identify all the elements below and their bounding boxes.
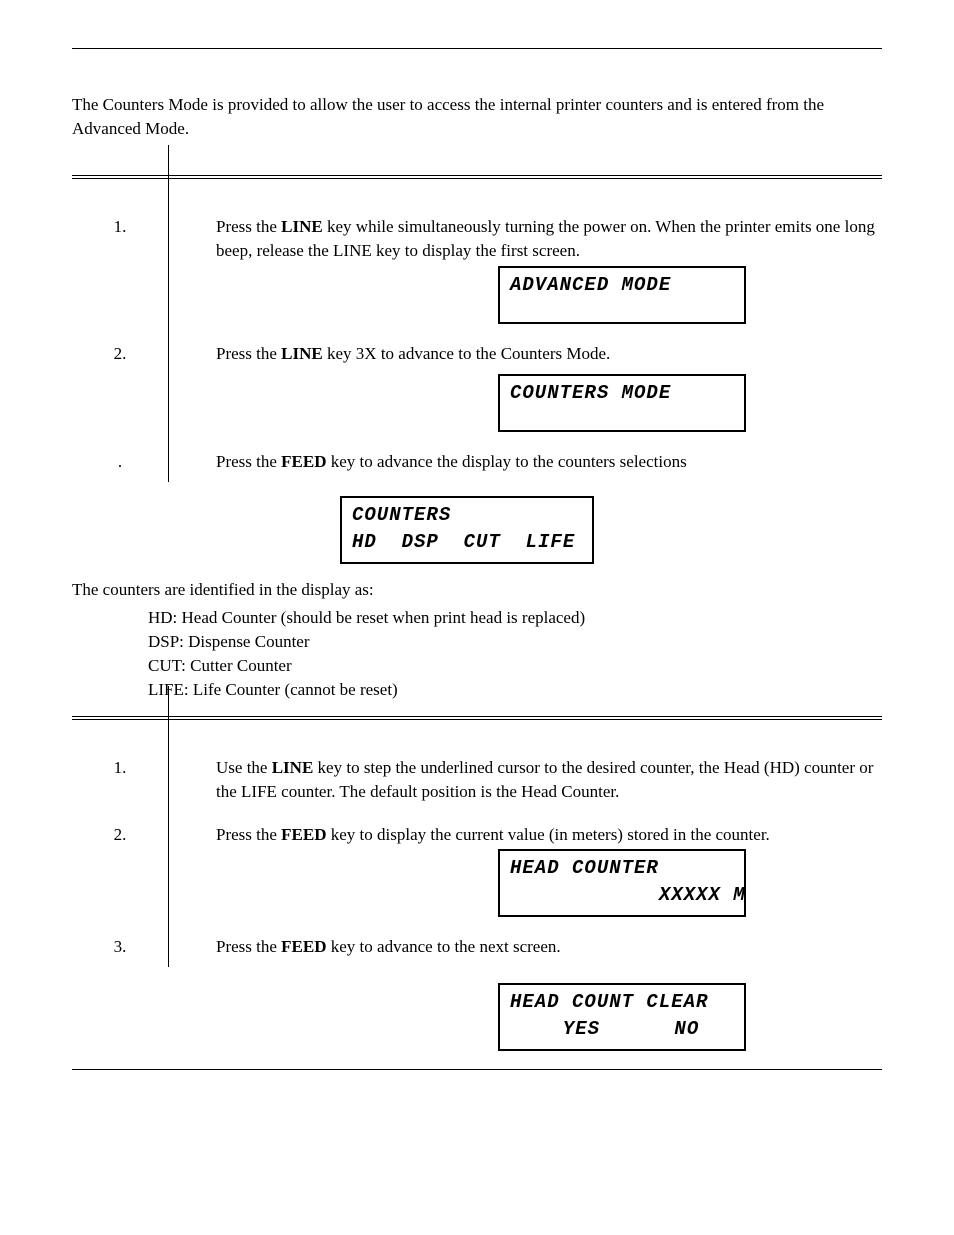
steps-2-rule xyxy=(72,716,882,720)
lcd-head-count-clear-l1: HEAD COUNT CLEAR xyxy=(510,989,734,1016)
step-2-2-num: 2. xyxy=(72,813,168,855)
step-2-1-pre: Use the xyxy=(216,758,272,777)
lcd-counters-l1: COUNTERS xyxy=(352,502,582,529)
step-1-2-pre: Press the xyxy=(216,344,281,363)
steps-1-rule xyxy=(72,175,882,179)
step-2-3-pre: Press the xyxy=(216,937,281,956)
step-2-1-post: key to step the underlined cursor to the… xyxy=(216,758,873,801)
step-1-1-text: Press the LINE key while simultaneously … xyxy=(216,215,882,263)
counter-def-life: LIFE: Life Counter (cannot be reset) xyxy=(148,678,882,702)
step-2-2-pre: Press the xyxy=(216,825,281,844)
counter-def-dsp: DSP: Dispense Counter xyxy=(148,630,882,654)
step-2-3-post: key to advance to the next screen. xyxy=(327,937,561,956)
lcd-head-count-clear-l2: YES NO xyxy=(510,1016,734,1043)
step-2-1-text: Use the LINE key to step the underlined … xyxy=(216,756,882,804)
step-2-3-text: Press the FEED key to advance to the nex… xyxy=(216,935,882,959)
step-2-1-key: LINE xyxy=(272,758,314,777)
step-1-3-key: FEED xyxy=(281,452,326,471)
step-1-3-num: . xyxy=(72,440,168,482)
step-2-2-text: Press the FEED key to display the curren… xyxy=(216,823,882,847)
lcd-counters-mode-l1: COUNTERS MODE xyxy=(510,380,734,407)
step-1-2-num: 2. xyxy=(72,332,168,374)
counters-list: HD: Head Counter (should be reset when p… xyxy=(148,606,882,703)
step-1-3-text: Press the FEED key to advance the displa… xyxy=(216,450,882,474)
step-1-2-key: LINE xyxy=(281,344,323,363)
step-1-3-post: key to advance the display to the counte… xyxy=(327,452,687,471)
step-2-3-num: 3. xyxy=(72,925,168,967)
step-2-2-key: FEED xyxy=(281,825,326,844)
counter-def-cut: CUT: Cutter Counter xyxy=(148,654,882,678)
intro-paragraph: The Counters Mode is provided to allow t… xyxy=(72,93,882,141)
counter-def-hd: HD: Head Counter (should be reset when p… xyxy=(148,606,882,630)
step-2-2-post: key to display the current value (in met… xyxy=(327,825,770,844)
step-2-3-key: FEED xyxy=(281,937,326,956)
step-1-3: . Press the FEED key to advance the disp… xyxy=(72,440,882,482)
page-bottom-rule xyxy=(72,1069,882,1070)
step-1-3-pre: Press the xyxy=(216,452,281,471)
lcd-head-counter-l1: HEAD COUNTER xyxy=(510,855,734,882)
steps-block-2: 1. Use the LINE key to step the underlin… xyxy=(72,716,882,966)
page-top-rule xyxy=(72,48,882,49)
lcd-counters: COUNTERS HD DSP CUT LIFE xyxy=(340,496,594,564)
step-1-1: 1. Press the LINE key while simultaneous… xyxy=(72,205,882,331)
lcd-head-counter-l2: XXXXX M xyxy=(510,882,734,909)
step-2-3: 3. Press the FEED key to advance to the … xyxy=(72,925,882,967)
lcd-counters-mode: COUNTERS MODE xyxy=(498,374,746,432)
step-1-1-num: 1. xyxy=(72,205,168,247)
step-2-1-num: 1. xyxy=(72,746,168,788)
step-1-2: 2. Press the LINE key 3X to advance to t… xyxy=(72,332,882,440)
lcd-head-count-clear: HEAD COUNT CLEAR YES NO xyxy=(498,983,746,1051)
step-1-2-post: key 3X to advance to the Counters Mode. xyxy=(323,344,611,363)
lcd-head-counter: HEAD COUNTER XXXXX M xyxy=(498,849,746,917)
steps-block-1: 1. Press the LINE key while simultaneous… xyxy=(72,175,882,482)
step-1-1-pre: Press the xyxy=(216,217,281,236)
step-1-2-text: Press the LINE key 3X to advance to the … xyxy=(216,342,882,366)
lcd-advanced-mode-l1: ADVANCED MODE xyxy=(510,272,734,299)
step-2-2: 2. Press the FEED key to display the cur… xyxy=(72,813,882,925)
lcd-counters-l2: HD DSP CUT LIFE xyxy=(352,529,582,556)
step-1-1-key: LINE xyxy=(281,217,323,236)
step-2-1: 1. Use the LINE key to step the underlin… xyxy=(72,746,882,812)
counters-intro: The counters are identified in the displ… xyxy=(72,578,882,602)
lcd-advanced-mode: ADVANCED MODE xyxy=(498,266,746,324)
